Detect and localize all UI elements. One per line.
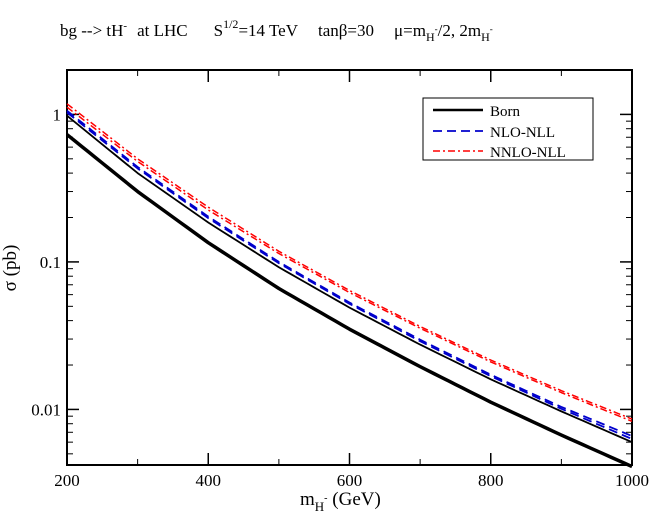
nlo-nll-half-mh-line	[66, 111, 633, 440]
data-series	[65, 103, 633, 469]
legend-label-born: Born	[490, 104, 521, 120]
legend: Born NLO-NLL NNLO-NLL	[422, 97, 594, 161]
born-two-mh-line	[66, 115, 633, 443]
y-tick-label: 0.01	[31, 400, 61, 419]
x-tick-label: 600	[337, 471, 363, 490]
axis-ticks: 200 400 600 800 1000 0.01 0.1 1	[31, 70, 649, 490]
born-half-mh-line	[65, 133, 633, 469]
nlo-nll-two-mh-line	[66, 109, 633, 437]
x-tick-label: 800	[478, 471, 504, 490]
legend-label-nnlo-nll: NNLO-NLL	[490, 145, 566, 161]
legend-box	[422, 97, 594, 161]
legend-label-nlo-nll: NLO-NLL	[490, 125, 555, 141]
x-tick-label: 400	[196, 471, 222, 490]
chart-title: bg --> tH-at LHC S1/2=14 TeV tanβ=30 μ=mH-/…	[60, 17, 493, 44]
y-tick-label: 1	[53, 105, 62, 124]
y-tick-label: 0.1	[40, 253, 61, 272]
x-axis-label: mH- (GeV)	[300, 489, 381, 514]
x-tick-label: 1000	[615, 471, 649, 490]
x-tick-label: 200	[54, 471, 80, 490]
y-axis-label: σ (pb)	[0, 245, 21, 292]
